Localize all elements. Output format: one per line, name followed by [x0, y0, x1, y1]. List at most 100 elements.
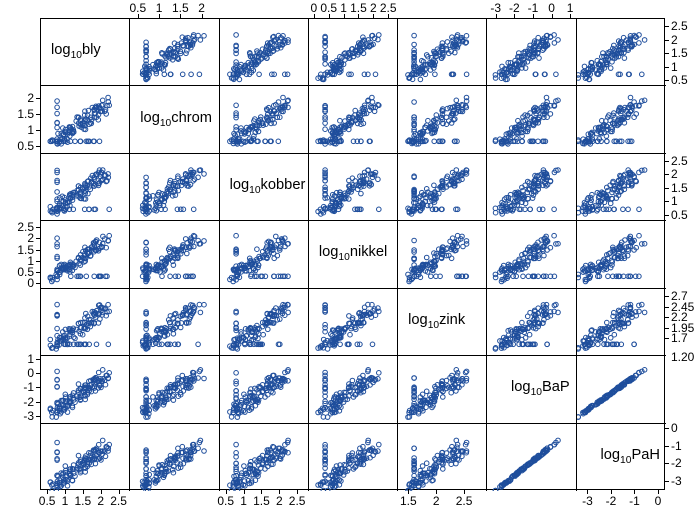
scatter-cell: [220, 356, 309, 423]
scatter-cell: [487, 154, 576, 221]
tick-label: 1: [671, 61, 678, 73]
var-label-kobber: log10kobber: [230, 178, 306, 196]
tick-label: 2: [97, 495, 104, 507]
tick-label: 0: [27, 367, 34, 379]
tick-label: 1.20: [671, 351, 694, 363]
tick-label: 2.5: [671, 155, 688, 167]
tick-label: 2: [671, 168, 678, 180]
tick-mark: [665, 481, 669, 482]
tick-mark: [665, 446, 669, 447]
tick-label: 1: [240, 495, 247, 507]
scatter-cell: [577, 19, 666, 86]
tick-mark: [36, 283, 40, 284]
tick-label: 0: [655, 495, 662, 507]
tick-label: 2.5: [17, 221, 34, 233]
scatter-cell: [577, 86, 666, 153]
scatter-cell: [309, 289, 398, 356]
tick-label: -1: [629, 495, 640, 507]
tick-label: 1.5: [671, 47, 688, 59]
diag-cell-chrom: log10chrom: [130, 86, 219, 153]
tick-label: 2.5: [456, 495, 473, 507]
diag-cell-PaH: log10PaH: [577, 424, 666, 491]
tick-label: 2: [276, 495, 283, 507]
tick-label: 2: [370, 2, 377, 14]
tick-label: 0.5: [671, 209, 688, 221]
tick-label: -1: [671, 440, 682, 452]
tick-mark: [665, 328, 669, 329]
scatter-cell: [487, 289, 576, 356]
tick-mark: [665, 428, 669, 429]
scatter-cell: [130, 19, 219, 86]
tick-label: -2: [671, 457, 682, 469]
tick-mark: [36, 373, 40, 374]
var-label-PaH: log10PaH: [600, 448, 659, 466]
var-label-chrom: log10chrom: [140, 111, 212, 129]
scatter-cell: [309, 424, 398, 491]
tick-label: -3: [582, 495, 593, 507]
scatter-cell: [309, 86, 398, 153]
tick-label: 2.5: [671, 20, 688, 32]
tick-mark: [36, 238, 40, 239]
tick-label: 1: [671, 195, 678, 207]
diag-cell-bly: log10bly: [41, 19, 130, 86]
tick-label: 1: [567, 2, 574, 14]
tick-label: 1: [27, 255, 34, 267]
scatter-cell: [41, 289, 130, 356]
tick-mark: [36, 416, 40, 417]
scatter-cell: [398, 86, 487, 153]
scatter-cell: [309, 154, 398, 221]
scatter-cell: [220, 86, 309, 153]
var-label-bly: log10bly: [51, 43, 101, 61]
scatter-cell: [220, 289, 309, 356]
tick-label: 2.7: [671, 290, 688, 302]
tick-label: 1: [156, 2, 163, 14]
tick-label: 0.5: [39, 495, 56, 507]
tick-mark: [36, 130, 40, 131]
tick-mark: [36, 272, 40, 273]
tick-label: 1.5: [172, 2, 189, 14]
tick-mark: [36, 359, 40, 360]
tick-label: 1: [62, 495, 69, 507]
tick-label: 0.5: [129, 2, 146, 14]
tick-mark: [36, 98, 40, 99]
scatter-cell: [487, 19, 576, 86]
tick-mark: [36, 387, 40, 388]
tick-mark: [665, 174, 669, 175]
scatter-cell: [398, 19, 487, 86]
tick-label: 1.5: [253, 495, 270, 507]
tick-label: -1: [23, 381, 34, 393]
scatter-cell: [398, 221, 487, 288]
scatter-cell: [41, 424, 130, 491]
diag-cell-nikkel: log10nikkel: [309, 221, 398, 288]
tick-mark: [36, 114, 40, 115]
tick-label: 1.5: [350, 2, 367, 14]
tick-label: 0.5: [217, 495, 234, 507]
tick-label: -3: [490, 2, 501, 14]
diag-cell-BaP: log10BaP: [487, 356, 576, 423]
tick-label: 2: [433, 495, 440, 507]
tick-mark: [665, 67, 669, 68]
tick-label: 2: [27, 232, 34, 244]
tick-label: 1.5: [75, 495, 92, 507]
tick-mark: [665, 201, 669, 202]
tick-mark: [665, 215, 669, 216]
tick-mark: [36, 227, 40, 228]
tick-label: 1.5: [671, 182, 688, 194]
tick-label: 1.5: [17, 244, 34, 256]
tick-label: 1.5: [400, 495, 417, 507]
tick-mark: [36, 146, 40, 147]
tick-mark: [36, 250, 40, 251]
scatter-cell: [130, 154, 219, 221]
tick-mark: [665, 80, 669, 81]
tick-label: 0: [671, 422, 678, 434]
scatter-cell: [220, 424, 309, 491]
tick-label: 2: [671, 34, 678, 46]
tick-mark: [665, 40, 669, 41]
tick-label: 2: [27, 92, 34, 104]
tick-mark: [665, 26, 669, 27]
tick-mark: [665, 338, 669, 339]
tick-label: 0.5: [17, 140, 34, 152]
tick-mark: [665, 161, 669, 162]
scatter-cell: [577, 289, 666, 356]
tick-label: 2.5: [110, 495, 127, 507]
